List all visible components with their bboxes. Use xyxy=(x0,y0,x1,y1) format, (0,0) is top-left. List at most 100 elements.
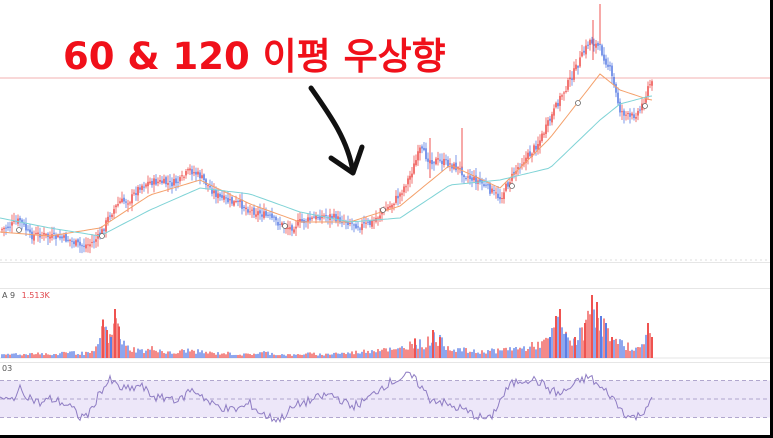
candle-body xyxy=(289,227,291,230)
volume-bar xyxy=(201,350,203,358)
volume-bar xyxy=(351,351,353,358)
volume-bar xyxy=(45,353,47,358)
candle-body xyxy=(633,114,635,119)
candle-body xyxy=(393,203,395,206)
candle-body xyxy=(35,232,37,234)
volume-bar xyxy=(141,349,143,358)
volume-bar xyxy=(533,346,535,358)
volume-bar xyxy=(55,354,57,358)
candle-body xyxy=(45,233,47,235)
candle-body xyxy=(609,65,611,67)
candle-body xyxy=(137,187,139,196)
candle-body xyxy=(111,214,113,217)
candle-body xyxy=(43,232,45,235)
signal-marker xyxy=(509,183,515,189)
candle-body xyxy=(33,234,35,241)
volume-bar xyxy=(139,349,141,358)
candle-body xyxy=(21,219,23,223)
volume-bar xyxy=(517,349,519,358)
candle-body xyxy=(319,216,321,220)
volume-bar xyxy=(303,354,305,358)
volume-bar xyxy=(315,355,317,358)
volume-bar xyxy=(125,345,127,358)
candle-body xyxy=(19,217,21,221)
volume-bar xyxy=(215,354,217,358)
candle-body xyxy=(617,92,619,104)
volume-bar xyxy=(495,353,497,358)
volume-bar xyxy=(181,349,183,358)
candle-body xyxy=(95,239,97,242)
candle-body xyxy=(161,180,163,184)
volume-bar xyxy=(65,352,67,358)
volume-bar xyxy=(71,351,73,358)
candle-body xyxy=(119,201,121,203)
candle-body xyxy=(575,64,577,70)
candle-body xyxy=(333,213,335,218)
candle-body xyxy=(89,244,91,247)
candle-body xyxy=(647,86,649,97)
volume-bar xyxy=(343,352,345,358)
volume-bar xyxy=(225,354,227,358)
volume-bar xyxy=(596,302,598,358)
volume-bar xyxy=(381,349,383,358)
volume-bar xyxy=(191,349,193,358)
volume-bar xyxy=(587,310,589,358)
candle-body xyxy=(107,216,109,222)
volume-bar xyxy=(469,351,471,358)
candle-body xyxy=(257,211,259,216)
candle-body xyxy=(571,78,573,80)
volume-bar xyxy=(47,354,49,358)
volume-bar xyxy=(425,347,427,358)
volume-bar xyxy=(613,339,615,358)
volume-bar xyxy=(525,351,527,358)
candle-body xyxy=(453,163,455,169)
candle-body xyxy=(177,181,179,183)
candle-body xyxy=(589,39,591,46)
candle-body xyxy=(459,168,461,170)
volume-bar xyxy=(411,343,413,358)
volume-bar xyxy=(83,355,85,358)
volume-bar xyxy=(255,354,257,358)
candle-body xyxy=(363,222,365,224)
volume-bar xyxy=(207,353,209,358)
candle-body xyxy=(475,175,477,184)
candle-body xyxy=(525,157,527,163)
volume-bar xyxy=(355,350,357,358)
volume-bar xyxy=(591,295,593,358)
volume-bar xyxy=(291,355,293,358)
candle-body xyxy=(93,241,95,243)
candle-body xyxy=(175,178,177,184)
candle-body xyxy=(121,198,123,203)
volume-bar xyxy=(239,354,241,358)
candle-body xyxy=(431,160,433,165)
candle-body xyxy=(109,215,111,217)
volume-bar xyxy=(307,352,309,358)
volume-bar xyxy=(487,350,489,358)
volume-bar xyxy=(99,338,101,358)
volume-bar xyxy=(635,347,637,358)
volume-bar xyxy=(325,353,327,358)
candle-body xyxy=(53,232,55,234)
volume-bar xyxy=(301,354,303,358)
volume-bar xyxy=(287,354,289,358)
volume-bar xyxy=(361,351,363,358)
volume-bar xyxy=(7,353,9,358)
candle-body xyxy=(599,43,601,45)
volume-bar xyxy=(147,348,149,358)
candle-body xyxy=(421,146,423,149)
annotation-arrow xyxy=(308,85,365,176)
volume-bar xyxy=(641,344,643,358)
candle-body xyxy=(405,186,407,188)
candle-body xyxy=(155,178,157,185)
candle-body xyxy=(529,151,531,156)
volume-bar xyxy=(467,352,469,358)
volume-bar xyxy=(61,351,63,358)
candle-body xyxy=(27,229,29,231)
candle-body xyxy=(23,223,25,225)
volume-bar xyxy=(5,354,7,358)
candle-body xyxy=(535,145,537,150)
candle-body xyxy=(489,183,491,194)
volume-bar xyxy=(619,339,621,358)
volume-bar xyxy=(473,349,475,358)
candle-body xyxy=(435,158,437,165)
